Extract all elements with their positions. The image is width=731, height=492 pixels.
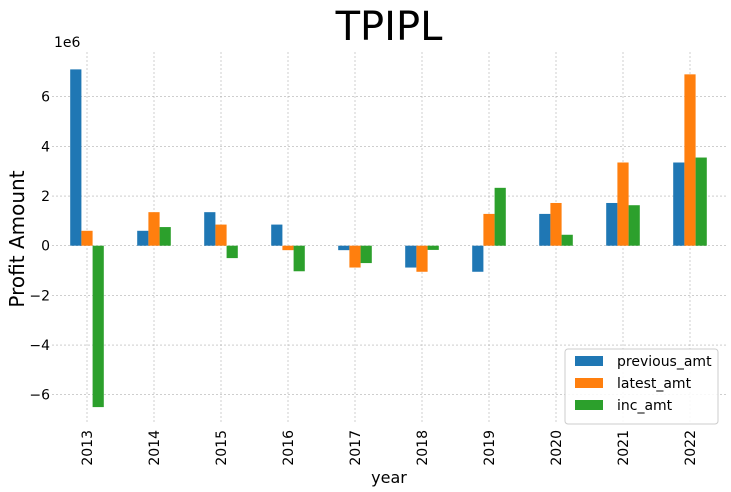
bar-latest-amt-2021	[617, 162, 629, 246]
y-tick-label: −2	[29, 288, 50, 304]
legend: previous_amt latest_amt inc_amt	[564, 348, 719, 425]
x-tick-label: 2018	[415, 430, 431, 466]
bar-inc-amt-2022	[695, 157, 707, 246]
bar-inc-amt-2016	[293, 245, 305, 272]
bar-latest-amt-2019	[483, 213, 495, 246]
legend-label-previous-amt: previous_amt	[617, 354, 712, 370]
bar-latest-amt-2014	[148, 212, 160, 246]
bar-latest-amt-2020	[550, 202, 562, 246]
x-tick-label: 2016	[281, 430, 297, 466]
bar-latest-amt-2015	[215, 224, 227, 246]
legend-swatch-inc-amt	[575, 400, 603, 410]
bar-previous-amt-2015	[204, 212, 216, 246]
x-tick-label: 2019	[482, 430, 498, 466]
x-tick-label: 2014	[147, 430, 163, 466]
bar-inc-amt-2013	[92, 245, 104, 408]
y-axis-label: Profit Amount	[5, 170, 29, 307]
x-axis-label: year	[371, 468, 407, 487]
bar-latest-amt-2022	[684, 74, 696, 246]
x-tick-label: 2013	[80, 430, 96, 466]
bar-inc-amt-2014	[159, 227, 171, 246]
bar-previous-amt-2020	[539, 213, 551, 246]
bar-inc-amt-2015	[226, 245, 238, 259]
bar-inc-amt-2018	[427, 245, 439, 250]
bar-previous-amt-2018	[405, 245, 417, 268]
legend-label-latest-amt: latest_amt	[617, 376, 692, 392]
y-tick-label: 6	[41, 90, 50, 106]
y-tick-label: 2	[41, 189, 50, 205]
y-tick-labels: −6 −4 −2 0 2 4 6	[29, 90, 50, 404]
bar-previous-amt-2019	[472, 245, 484, 272]
bar-inc-amt-2021	[628, 205, 640, 246]
x-tick-labels: 2013 2014 2015 2016 2017 2018 2019 2020 2021 2022	[80, 430, 699, 466]
y-offset-label: 1e6	[54, 35, 81, 51]
x-tick-label: 2022	[683, 430, 699, 466]
x-tick-label: 2020	[549, 430, 565, 466]
bar-latest-amt-2013	[81, 230, 93, 246]
legend-box	[564, 348, 719, 425]
bar-previous-amt-2016	[271, 224, 283, 246]
x-tick-label: 2021	[616, 430, 632, 466]
bar-inc-amt-2020	[561, 234, 573, 246]
bar-previous-amt-2017	[338, 245, 350, 251]
y-tick-label: −6	[29, 388, 50, 404]
legend-swatch-latest-amt	[575, 378, 603, 388]
bar-inc-amt-2019	[494, 187, 506, 246]
bars	[70, 69, 707, 408]
y-tick-label: 4	[41, 139, 50, 155]
bar-latest-amt-2016	[282, 245, 294, 251]
bar-latest-amt-2017	[349, 245, 361, 268]
bar-previous-amt-2013	[70, 69, 82, 246]
y-tick-label: −4	[29, 338, 50, 354]
x-tick-label: 2015	[214, 430, 230, 466]
bar-previous-amt-2014	[137, 230, 149, 246]
legend-swatch-previous-amt	[575, 356, 603, 366]
legend-label-inc-amt: inc_amt	[617, 398, 673, 414]
x-tick-label: 2017	[348, 430, 364, 466]
chart-title: TPIPL	[335, 4, 443, 50]
y-tick-label: 0	[41, 239, 50, 255]
bar-previous-amt-2021	[606, 202, 618, 246]
bar-previous-amt-2022	[673, 162, 685, 246]
bar-inc-amt-2017	[360, 245, 372, 264]
bar-latest-amt-2018	[416, 245, 428, 272]
